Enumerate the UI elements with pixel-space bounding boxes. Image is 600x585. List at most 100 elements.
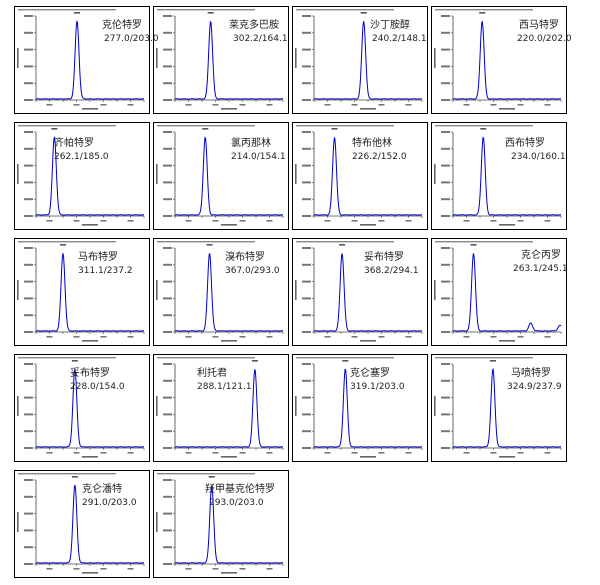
x-axis-title-mark xyxy=(499,456,515,458)
y-tick-label-mark xyxy=(302,314,311,317)
panel-frame xyxy=(292,6,428,114)
panel-frame xyxy=(431,6,567,114)
y-tick-label-mark xyxy=(24,363,33,365)
y-tick-label-mark xyxy=(163,479,172,481)
x-tick-label-mark xyxy=(463,452,470,454)
y-axis-title-mark xyxy=(295,280,297,300)
y-tick-label-mark xyxy=(302,131,311,133)
x-tick-label-mark xyxy=(127,220,134,222)
x-tick-label-mark xyxy=(127,568,134,570)
panel-frame xyxy=(153,470,289,578)
compound-name: 沙丁胺醇 xyxy=(370,20,410,31)
panel-frame xyxy=(292,238,428,346)
y-axis-title-mark xyxy=(17,164,19,184)
x-tick-label-mark xyxy=(239,104,246,106)
y-tick-label-mark xyxy=(163,131,172,133)
x-axis-title-mark xyxy=(221,340,237,342)
y-tick-label-mark xyxy=(302,198,311,201)
mrm-transition: 367.0/293.0 xyxy=(225,266,280,276)
y-tick-label-mark xyxy=(302,164,311,167)
x-tick-label-mark xyxy=(490,336,497,338)
header-info-mark xyxy=(296,125,394,127)
mrm-transition: 319.1/203.0 xyxy=(350,382,405,392)
x-tick-label-mark xyxy=(266,336,273,338)
mrm-transition: 234.0/160.1 xyxy=(511,152,566,162)
mrm-transition: 368.2/294.1 xyxy=(364,266,419,276)
x-tick-label-mark xyxy=(266,104,273,106)
y-tick-label-mark xyxy=(24,164,33,167)
y-tick-label-mark xyxy=(441,363,450,365)
peak-label-mark xyxy=(71,360,78,362)
y-tick-label-mark xyxy=(24,82,33,85)
chromatogram-panel: 特布他林 226.2/152.0 xyxy=(292,122,428,230)
y-axis-title-mark xyxy=(434,48,436,68)
y-tick-label-mark xyxy=(302,48,311,51)
panel-frame xyxy=(14,238,150,346)
x-tick-label-mark xyxy=(127,104,134,106)
header-info-mark xyxy=(157,125,255,127)
peak-label-mark xyxy=(207,12,214,14)
chromatogram-panel: 克伦特罗 277.0/203.0 xyxy=(14,6,159,114)
y-tick-label-mark xyxy=(163,331,172,333)
mrm-transition: 324.9/237.9 xyxy=(507,382,562,392)
compound-name: 克伦特罗 xyxy=(102,20,142,31)
chromatogram-panel: 氯丙那林 214.0/154.1 xyxy=(153,122,289,230)
mrm-transition: 302.2/164.1 xyxy=(233,34,288,44)
x-tick-label-mark xyxy=(266,452,273,454)
header-info-mark xyxy=(157,357,255,359)
peak-label-mark xyxy=(51,128,58,130)
y-tick-label-mark xyxy=(302,99,311,101)
y-tick-label-mark xyxy=(441,263,450,266)
mrm-transition: 291.0/203.0 xyxy=(82,498,137,508)
peak-label-mark xyxy=(208,476,215,478)
chromatogram-plot xyxy=(14,354,150,462)
mrm-transition: 263.1/245.1 xyxy=(513,264,568,274)
compound-name: 妥布特罗 xyxy=(364,252,404,263)
x-tick-label-mark xyxy=(378,220,385,222)
x-tick-label-mark xyxy=(405,336,412,338)
x-tick-label-mark xyxy=(185,336,192,338)
chromatogram-trace xyxy=(174,485,283,564)
peak-label-mark xyxy=(342,360,349,362)
x-tick-label-mark xyxy=(463,104,470,106)
x-tick-label-mark xyxy=(517,220,524,222)
y-tick-label-mark xyxy=(163,396,172,399)
x-tick-label-mark xyxy=(185,452,192,454)
y-tick-label-mark xyxy=(163,430,172,433)
compound-name: 西布特罗 xyxy=(505,138,545,149)
header-info-mark xyxy=(296,357,394,359)
peak-label-mark xyxy=(74,12,81,14)
chromatogram-plot xyxy=(292,238,428,346)
x-axis-title-mark xyxy=(360,108,376,110)
y-tick-label-mark xyxy=(441,331,450,333)
chromatogram-panel: 西马特罗 220.0/202.0 xyxy=(431,6,572,114)
x-axis-title-mark xyxy=(360,340,376,342)
chromatogram-plot xyxy=(292,354,428,462)
y-tick-label-mark xyxy=(441,447,450,449)
y-tick-label-mark xyxy=(441,280,450,283)
mrm-transition: 288.1/121.1 xyxy=(197,382,252,392)
panel-frame xyxy=(431,354,567,462)
peak-label-mark xyxy=(480,128,487,130)
y-axis-title-mark xyxy=(434,396,436,416)
y-tick-label-mark xyxy=(163,512,172,515)
x-tick-label-mark xyxy=(212,452,219,454)
y-tick-label-mark xyxy=(302,147,311,150)
x-tick-label-mark xyxy=(73,336,80,338)
y-tick-label-mark xyxy=(24,529,33,532)
chromatogram-plot xyxy=(431,122,567,230)
x-tick-label-mark xyxy=(46,336,53,338)
peak-label-mark xyxy=(470,244,477,246)
y-tick-label-mark xyxy=(302,379,311,382)
panel-frame xyxy=(14,354,150,462)
chromatogram-plot xyxy=(14,6,150,114)
x-tick-label-mark xyxy=(463,336,470,338)
compound-name: 特布他林 xyxy=(352,138,392,149)
chromatogram-plot xyxy=(153,238,289,346)
peak-label-mark xyxy=(206,244,213,246)
y-axis-title-mark xyxy=(434,280,436,300)
chromatogram-plot xyxy=(14,470,150,578)
y-axis-title-mark xyxy=(295,48,297,68)
x-axis-title-mark xyxy=(82,340,98,342)
y-tick-label-mark xyxy=(302,396,311,399)
